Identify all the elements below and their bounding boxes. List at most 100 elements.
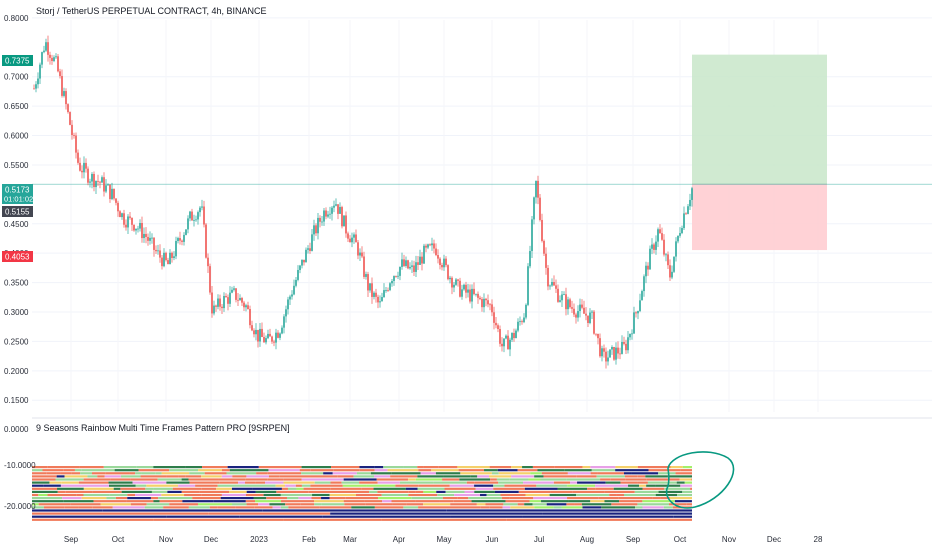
- candle-body: [69, 112, 71, 125]
- rainbow-segment: [567, 484, 596, 487]
- rainbow-segment: [474, 481, 499, 484]
- rainbow-segment: [601, 506, 636, 509]
- rainbow-segment: [450, 515, 523, 518]
- y-tick-label: 0.8000: [4, 14, 29, 23]
- candle-body: [575, 314, 577, 318]
- candle-body: [593, 311, 595, 334]
- candle-body: [155, 249, 157, 252]
- candle-body: [633, 312, 635, 334]
- x-tick-label: Sep: [64, 535, 79, 544]
- candle-body: [325, 210, 327, 217]
- candle-body: [359, 252, 361, 256]
- rainbow-segment: [181, 490, 200, 493]
- rainbow-segment: [121, 490, 152, 493]
- candle-body: [267, 333, 269, 339]
- rainbow-segment: [330, 512, 543, 515]
- rainbow-segment: [395, 484, 419, 487]
- rainbow-segment: [301, 478, 319, 481]
- rainbow-segment: [398, 475, 418, 478]
- candle-body: [181, 240, 183, 242]
- candle-body: [447, 265, 449, 280]
- candle-body: [503, 338, 505, 347]
- rainbow-segment: [611, 503, 638, 506]
- candle-body: [441, 264, 443, 268]
- candle-body: [405, 260, 407, 266]
- rainbow-segment: [310, 475, 338, 478]
- rainbow-segment: [673, 515, 692, 518]
- rainbow-segment: [417, 487, 445, 490]
- candle-body: [595, 333, 597, 335]
- rainbow-segment: [408, 490, 416, 493]
- rainbow-segment: [418, 506, 439, 509]
- rainbow-segment: [283, 518, 382, 521]
- candle-body: [623, 342, 625, 344]
- rainbow-segment: [457, 466, 490, 469]
- candle-body: [607, 357, 609, 362]
- candle-body: [237, 299, 239, 301]
- rainbow-segment: [114, 469, 139, 472]
- candle-body: [345, 215, 347, 234]
- candle-body: [271, 336, 273, 342]
- candle-body: [149, 237, 151, 241]
- x-tick-label: Feb: [302, 535, 316, 544]
- candle-body: [319, 217, 321, 222]
- candle-body: [505, 335, 507, 339]
- rainbow-segment: [296, 487, 304, 490]
- candle-body: [219, 298, 221, 307]
- candle-body: [273, 341, 275, 343]
- rainbow-segment: [663, 506, 673, 509]
- rainbow-segment: [181, 478, 189, 481]
- rainbow-segment: [682, 490, 692, 493]
- x-tick-label: Dec: [204, 535, 218, 544]
- rainbow-segment: [310, 469, 334, 472]
- rainbow-segment: [221, 469, 230, 472]
- rainbow-segment: [652, 497, 661, 500]
- rainbow-segment: [166, 515, 240, 518]
- rainbow-segment: [83, 487, 114, 490]
- x-tick-label: Apr: [393, 535, 406, 544]
- rainbow-segment: [104, 475, 121, 478]
- candle-body: [357, 242, 359, 256]
- candle-body: [481, 299, 483, 308]
- candle-body: [429, 244, 431, 246]
- tag-current: 0.5173 01:01:02: [2, 184, 33, 204]
- rainbow-segment: [115, 497, 128, 500]
- rainbow-segment: [80, 472, 93, 475]
- candle-body: [493, 312, 495, 323]
- rainbow-segment: [47, 466, 80, 469]
- rainbow-segment: [364, 500, 383, 503]
- rainbow-segment: [209, 506, 218, 509]
- rainbow-segment: [301, 472, 324, 475]
- rainbow-segment: [172, 487, 202, 490]
- candle-body: [473, 288, 475, 295]
- candle-body: [517, 321, 519, 331]
- candle-body: [499, 329, 501, 344]
- rainbow-segment: [296, 490, 309, 493]
- price-candles: [33, 35, 693, 369]
- rainbow-segment: [616, 493, 625, 497]
- rainbow-segment: [518, 490, 551, 493]
- rainbow-segment: [684, 481, 692, 484]
- y-tick-label: 0.5500: [4, 161, 29, 170]
- candle-body: [591, 311, 593, 313]
- rainbow-segment: [42, 469, 64, 472]
- rainbow-segment: [356, 472, 371, 475]
- rainbow-segment: [217, 484, 250, 487]
- candle-body: [229, 292, 231, 304]
- rainbow-segment: [557, 487, 588, 490]
- candle-body: [159, 250, 161, 258]
- candle-body: [151, 237, 153, 239]
- candle-body: [129, 216, 131, 218]
- rainbow-segment: [150, 497, 159, 500]
- candle-body: [519, 321, 521, 323]
- candle-body: [437, 255, 439, 259]
- rainbow-segment: [301, 466, 332, 469]
- rainbow-segment: [279, 475, 311, 478]
- rainbow-segment: [480, 497, 502, 500]
- candle-body: [265, 338, 267, 343]
- rainbow-segment: [105, 472, 130, 475]
- rainbow-segment: [135, 472, 142, 475]
- rainbow-segment: [366, 484, 396, 487]
- candle-body: [293, 285, 295, 295]
